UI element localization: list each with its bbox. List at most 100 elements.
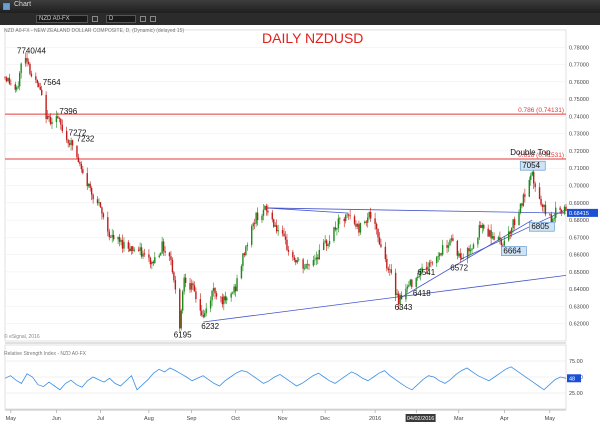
candle-body: [452, 238, 454, 241]
candle-body: [336, 228, 338, 230]
candle-body: [502, 244, 504, 246]
candle-body: [437, 256, 439, 257]
candle-body: [555, 207, 557, 219]
candle-body: [512, 219, 514, 229]
candle-body: [38, 83, 40, 87]
annotation-box: [529, 221, 555, 232]
candle-body: [532, 171, 535, 184]
candle-body: [389, 269, 391, 271]
candle-body: [481, 224, 483, 228]
annotation-label: 6418: [413, 289, 431, 298]
candle-body: [274, 225, 276, 227]
candle-body: [127, 242, 130, 249]
candle-body: [305, 263, 307, 269]
candle-body: [471, 248, 473, 250]
link-icon[interactable]: [140, 16, 146, 22]
candle-body: [226, 297, 228, 301]
candle-body: [101, 207, 103, 214]
annotation-label: Double Top: [510, 148, 551, 157]
candle-body: [345, 214, 347, 222]
candle-body: [234, 286, 237, 292]
symbol-dropdown-icon[interactable]: [92, 16, 98, 22]
candle-body: [112, 234, 115, 240]
candle-body: [287, 249, 290, 252]
candle-body: [487, 228, 489, 237]
candle-body: [518, 213, 520, 225]
candle-body: [117, 237, 119, 240]
candle-body: [49, 117, 52, 124]
candle-body: [45, 94, 47, 120]
candle-body: [337, 218, 340, 229]
candle-body: [409, 279, 412, 286]
candle-body: [67, 139, 69, 144]
candle-body: [71, 140, 74, 146]
chart-title: DAILY NZDUSD: [262, 30, 363, 46]
price-tick-label: 0.70000: [569, 184, 589, 190]
candle-body: [46, 115, 49, 120]
candle-body: [538, 187, 541, 199]
candle-body: [10, 83, 12, 85]
candle-body: [4, 76, 6, 78]
candle-body: [428, 262, 431, 267]
candle-body: [35, 76, 37, 80]
date-tick-label: Dec: [320, 416, 330, 422]
candle-body: [560, 209, 563, 213]
settings-icon[interactable]: [150, 16, 156, 22]
candle-body: [334, 227, 337, 230]
candle-body: [137, 249, 140, 251]
candle-body: [541, 204, 544, 208]
date-tick-label: Mar: [454, 416, 464, 422]
candle-body: [347, 214, 350, 216]
candle-body: [275, 225, 278, 232]
candle-body: [384, 246, 387, 259]
candle-body: [312, 259, 315, 266]
candle-body: [415, 277, 417, 288]
candle-body: [563, 206, 566, 213]
fib-level-label: 0.786 (0.74131): [518, 107, 564, 114]
date-axis: MayJunJulAugSepOctNovDec2016FebMarAprMay…: [5, 409, 566, 422]
candle-body: [48, 115, 50, 118]
candle-body: [411, 279, 413, 288]
candle-body: [36, 79, 39, 84]
candle-body: [408, 285, 410, 287]
candle-body: [51, 122, 53, 124]
candle-body: [346, 214, 348, 216]
candle-body: [315, 257, 318, 260]
candle-body: [158, 255, 160, 258]
candle-body: [302, 259, 304, 269]
candle-body: [531, 171, 533, 176]
candle-body: [107, 217, 109, 232]
candle-body: [468, 248, 470, 252]
candle-body: [142, 253, 144, 257]
interval-input[interactable]: D: [106, 15, 136, 23]
price-axis: 0.78000 0.77000 0.76000 0.75000 0.74000 0.730…: [569, 45, 589, 327]
candle-body: [343, 218, 345, 222]
candle-body: [89, 183, 91, 189]
candle-body: [349, 215, 351, 217]
candle-body: [149, 257, 152, 265]
candle-body: [211, 290, 213, 301]
date-tick-label: May: [545, 416, 556, 422]
price-tick-label: 0.63000: [569, 304, 589, 310]
candle-body: [99, 202, 102, 208]
candle-body: [281, 230, 284, 234]
candle-body: [193, 285, 196, 292]
candle-body: [102, 213, 105, 218]
candle-body: [224, 296, 226, 301]
symbol-input[interactable]: NZD A0-FX: [36, 15, 88, 23]
rsi-tick-label: 25.00: [569, 391, 583, 397]
candle-body: [446, 245, 448, 248]
candle-body: [65, 131, 68, 140]
candle-body: [29, 63, 31, 74]
candle-body: [129, 248, 131, 252]
annotation-label: 7232: [77, 134, 95, 143]
candle-body: [240, 266, 243, 279]
candle-body: [76, 145, 78, 158]
candle-body: [283, 233, 285, 237]
candle-body: [17, 86, 19, 88]
candle-body: [503, 240, 506, 246]
candle-body: [212, 288, 215, 291]
candle-body: [123, 242, 125, 249]
price-tick-label: 0.73000: [569, 132, 589, 138]
